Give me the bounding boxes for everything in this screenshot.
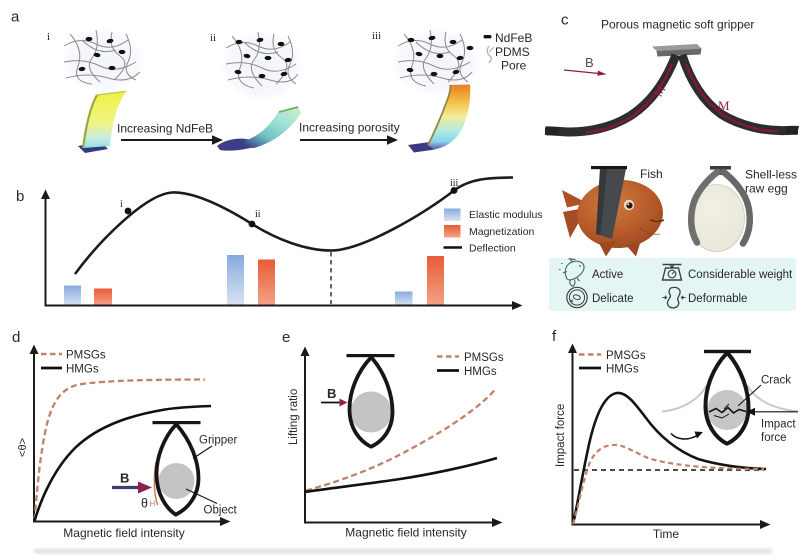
svg-text:force: force	[761, 432, 787, 444]
svg-text:Delicate: Delicate	[592, 293, 634, 305]
svg-text:d: d	[12, 329, 20, 346]
svg-text:e: e	[282, 329, 290, 346]
svg-text:i: i	[120, 199, 123, 210]
svg-text:Shell-less: Shell-less	[745, 168, 797, 182]
svg-text:B: B	[120, 471, 129, 486]
svg-text:Object: Object	[204, 505, 238, 517]
svg-text:Porous magnetic soft gripper: Porous magnetic soft gripper	[601, 18, 754, 32]
svg-text:Impact: Impact	[761, 419, 796, 431]
svg-text:Gripper: Gripper	[199, 435, 238, 447]
svg-text:HMGs: HMGs	[66, 364, 99, 376]
svg-text:Fish: Fish	[640, 167, 663, 181]
svg-text:iii: iii	[372, 30, 381, 42]
svg-text:b: b	[16, 188, 24, 205]
svg-text:f: f	[552, 328, 557, 345]
svg-text:B: B	[327, 386, 336, 401]
svg-text:Deflection: Deflection	[469, 243, 516, 255]
svg-text:ii: ii	[255, 209, 261, 220]
svg-text:PMSGs: PMSGs	[606, 350, 646, 362]
svg-text:M: M	[718, 98, 730, 113]
svg-text:Magnetic field intensity: Magnetic field intensity	[63, 526, 184, 540]
svg-text:θ: θ	[141, 497, 148, 511]
svg-text:Elastic modulus: Elastic modulus	[469, 209, 543, 221]
svg-text:Increasing porosity: Increasing porosity	[299, 121, 400, 135]
svg-text:i: i	[47, 31, 50, 43]
svg-text:H: H	[150, 500, 156, 509]
svg-text:Crack: Crack	[761, 375, 791, 387]
svg-text:Considerable weight: Considerable weight	[688, 269, 793, 281]
svg-text:c: c	[561, 12, 569, 29]
svg-text:Active: Active	[592, 269, 623, 281]
svg-text:PMSGs: PMSGs	[66, 350, 106, 362]
svg-text:a: a	[11, 9, 20, 26]
svg-text:Pore: Pore	[501, 59, 527, 73]
svg-text:NdFeB: NdFeB	[495, 31, 532, 45]
svg-text:PDMS: PDMS	[495, 45, 530, 59]
svg-text:B: B	[585, 55, 594, 70]
svg-text:Impact force: Impact force	[555, 404, 567, 467]
svg-text:raw egg: raw egg	[745, 182, 788, 196]
svg-text:Deformable: Deformable	[688, 293, 747, 305]
svg-text:Time: Time	[653, 527, 680, 541]
svg-text:Lifting ratio: Lifting ratio	[288, 389, 300, 445]
svg-text:Magnetic field intensity: Magnetic field intensity	[345, 526, 466, 540]
svg-text:<θ>: <θ>	[17, 438, 29, 457]
svg-text:Magnetization: Magnetization	[469, 226, 535, 238]
svg-text:ii: ii	[210, 32, 216, 44]
svg-text:HMGs: HMGs	[606, 364, 639, 376]
svg-text:HMGs: HMGs	[464, 366, 497, 378]
svg-text:Increasing NdFeB: Increasing NdFeB	[117, 122, 213, 136]
svg-text:PMSGs: PMSGs	[464, 352, 504, 364]
svg-text:iii: iii	[450, 178, 459, 189]
